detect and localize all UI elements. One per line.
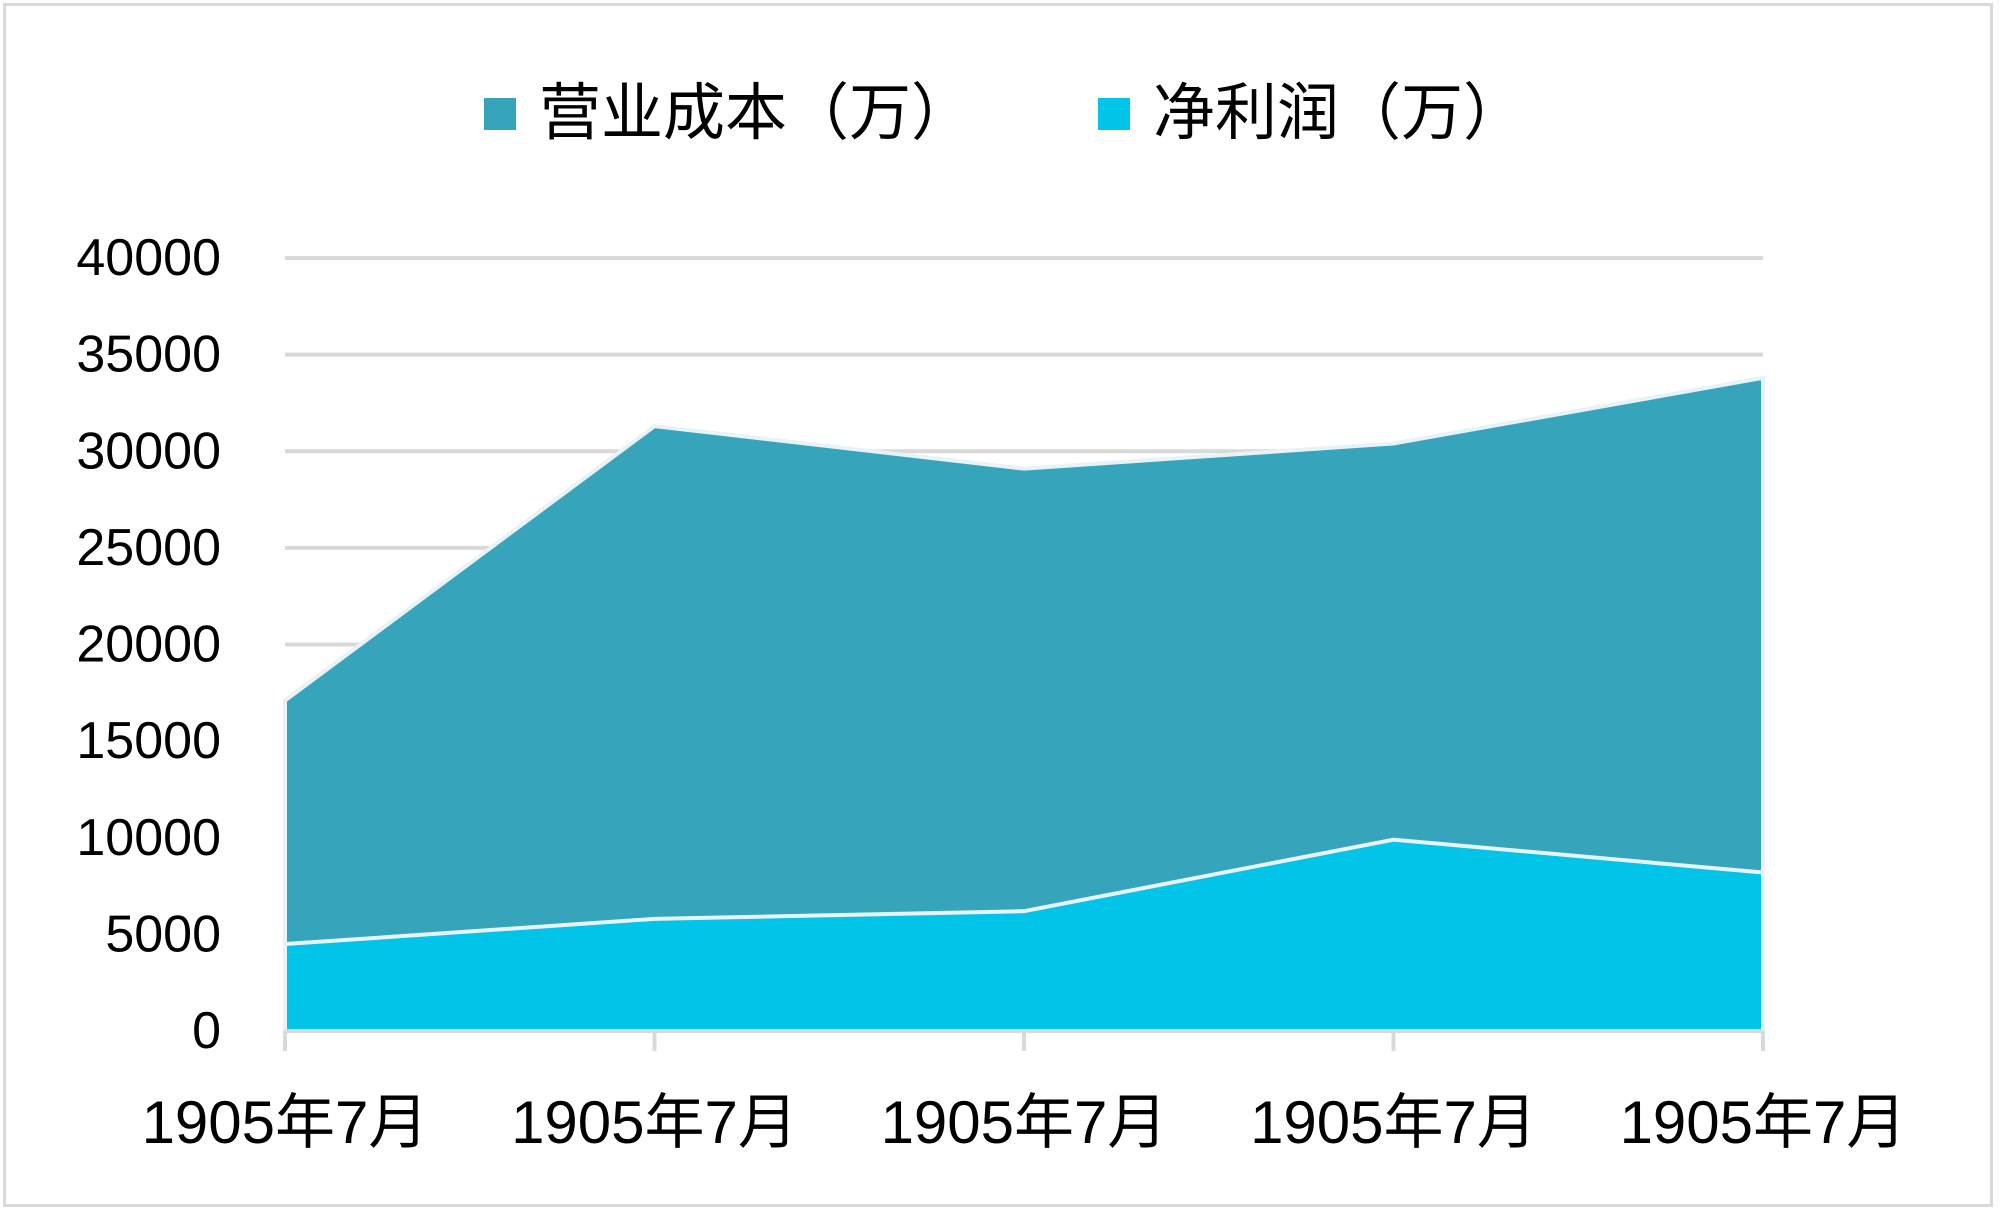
series-areas xyxy=(283,375,1765,1033)
legend: 营业成本（万） 净利润（万） xyxy=(484,79,1525,148)
y-axis-tick-labels: 0 5000 10000 15000 20000 25000 30000 35000 40000 xyxy=(76,229,221,1060)
legend-label: 净利润（万） xyxy=(1153,79,1525,148)
x-tick-label: 1905年7月 xyxy=(1620,1089,1907,1156)
legend-item: 营业成本（万） xyxy=(484,79,973,148)
y-tick-label: 10000 xyxy=(76,809,221,867)
x-axis-tick-labels: 1905年7月 1905年7月 1905年7月 1905年7月 1905年7月 xyxy=(142,1089,1907,1156)
y-tick-label: 15000 xyxy=(76,712,221,770)
y-tick-label: 30000 xyxy=(76,422,221,480)
y-tick-label: 40000 xyxy=(76,229,221,287)
area-series-2 xyxy=(283,837,1765,1033)
x-tick-label: 1905年7月 xyxy=(1250,1089,1537,1156)
y-tick-label: 25000 xyxy=(76,519,221,577)
x-tick-label: 1905年7月 xyxy=(142,1089,429,1156)
y-tick-label: 0 xyxy=(192,1002,221,1060)
x-tick-label: 1905年7月 xyxy=(881,1089,1168,1156)
chart-frame: 0 5000 10000 15000 20000 25000 30000 35000 40000… xyxy=(3,3,1993,1207)
legend-label: 营业成本（万） xyxy=(539,79,973,148)
legend-item: 净利润（万） xyxy=(1098,79,1525,148)
x-tick-label: 1905年7月 xyxy=(511,1089,798,1156)
y-tick-label: 5000 xyxy=(105,905,221,963)
area-chart: 0 5000 10000 15000 20000 25000 30000 35000 40000… xyxy=(76,79,1907,1156)
x-axis xyxy=(283,1029,1765,1051)
y-tick-label: 35000 xyxy=(76,326,221,384)
legend-swatch xyxy=(484,98,516,130)
legend-swatch xyxy=(1098,98,1130,130)
y-tick-label: 20000 xyxy=(76,616,221,674)
